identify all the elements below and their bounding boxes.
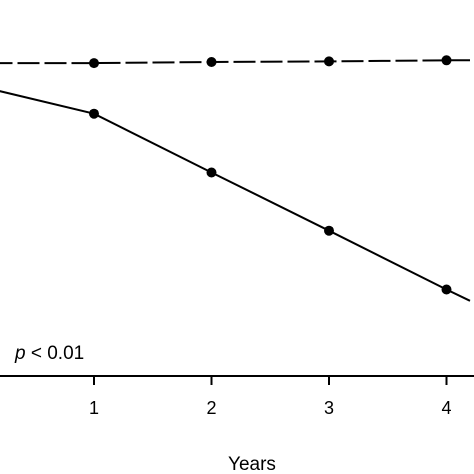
x-tick-label-4: 4 — [441, 398, 451, 418]
series-1-point-2 — [206, 57, 217, 67]
series-layer — [0, 55, 471, 302]
series-1-point-4 — [441, 55, 452, 66]
p-value-annotation: p < 0.01 — [14, 343, 84, 364]
x-tick-label-1: 1 — [89, 398, 99, 418]
x-tick-label-2: 2 — [206, 398, 216, 418]
p-value-rest: < 0.01 — [26, 343, 85, 364]
series-2-point-2 — [206, 167, 217, 178]
axes: 1 2 3 4 — [0, 375, 474, 418]
series-2-point-4 — [441, 284, 452, 295]
x-axis-title: Years — [228, 454, 276, 474]
series-2-point-3 — [324, 225, 334, 236]
series-1-line — [0, 59, 470, 65]
x-tick-label-3: 3 — [324, 398, 334, 418]
series-2-line — [0, 90, 471, 302]
series-2-point-1 — [89, 108, 99, 119]
series-1-point-3 — [324, 56, 334, 67]
series-1-point-1 — [89, 58, 99, 69]
p-value-italic: p — [14, 343, 26, 364]
